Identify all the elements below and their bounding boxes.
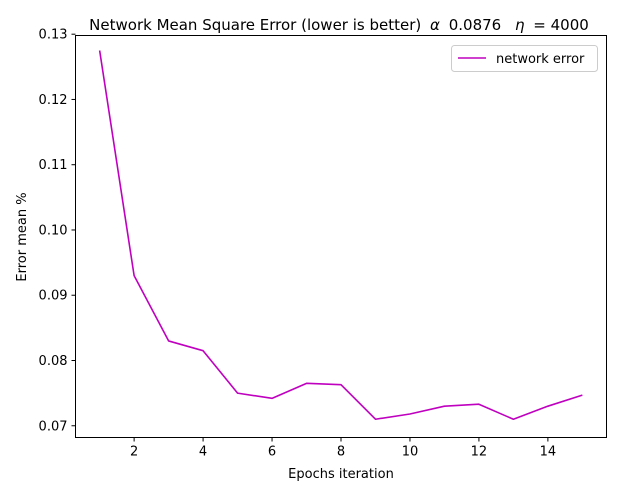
x-tick-label: 8: [337, 445, 345, 460]
x-tick-label: 14: [540, 445, 557, 460]
x-axis-label: Epochs iteration: [288, 467, 394, 482]
alpha-symbol: α: [430, 16, 440, 34]
x-tick-label: 4: [199, 445, 207, 460]
x-tick-label: 12: [471, 445, 488, 460]
eta-symbol: η: [515, 16, 525, 34]
alpha-value: 0.0876: [449, 16, 502, 34]
y-tick-label: 0.08: [39, 354, 68, 369]
y-tick-label: 0.13: [39, 28, 68, 43]
y-axis-label: Error mean %: [15, 192, 30, 281]
x-tick-label: 2: [130, 445, 138, 460]
legend: network error: [452, 46, 598, 72]
legend-label: network error: [496, 52, 585, 67]
y-tick-label: 0.07: [39, 419, 68, 434]
y-tick-label: 0.11: [39, 158, 68, 173]
x-tick-label: 10: [402, 445, 419, 460]
y-tick-label: 0.09: [39, 289, 68, 304]
y-tick-label: 0.10: [39, 223, 68, 238]
chart-title-text: Network Mean Square Error (lower is bett…: [89, 16, 421, 34]
y-tick-label: 0.12: [39, 93, 68, 108]
x-tick-label: 6: [268, 445, 276, 460]
eta-value: = 4000: [533, 16, 589, 34]
